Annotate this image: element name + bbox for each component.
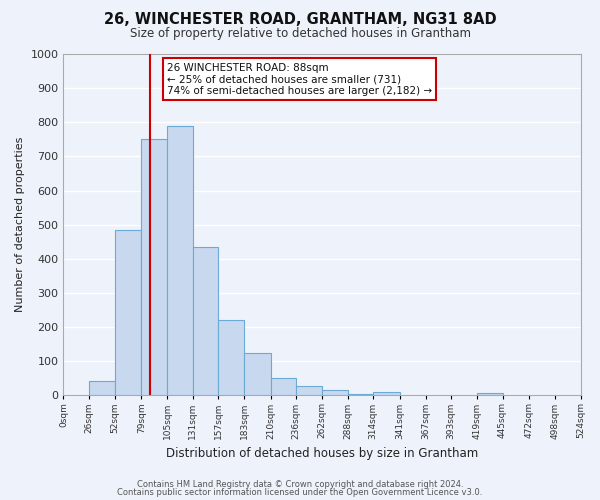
Text: 26, WINCHESTER ROAD, GRANTHAM, NG31 8AD: 26, WINCHESTER ROAD, GRANTHAM, NG31 8AD [104,12,496,28]
Bar [218,320,244,396]
Bar [322,390,347,396]
Text: 26 WINCHESTER ROAD: 88sqm
← 25% of detached houses are smaller (731)
74% of semi: 26 WINCHESTER ROAD: 88sqm ← 25% of detac… [167,62,432,96]
Bar [373,392,400,396]
Bar [477,392,503,396]
Y-axis label: Number of detached properties: Number of detached properties [15,137,25,312]
Bar [142,140,167,396]
Bar [115,230,142,396]
Text: Size of property relative to detached houses in Grantham: Size of property relative to detached ho… [130,28,470,40]
Bar [296,386,322,396]
Text: Contains public sector information licensed under the Open Government Licence v3: Contains public sector information licen… [118,488,482,497]
Bar [271,378,296,396]
Bar [167,126,193,396]
Bar [347,394,373,396]
X-axis label: Distribution of detached houses by size in Grantham: Distribution of detached houses by size … [166,447,478,460]
Bar [89,381,115,396]
Bar [244,352,271,396]
Bar [193,247,218,396]
Text: Contains HM Land Registry data © Crown copyright and database right 2024.: Contains HM Land Registry data © Crown c… [137,480,463,489]
